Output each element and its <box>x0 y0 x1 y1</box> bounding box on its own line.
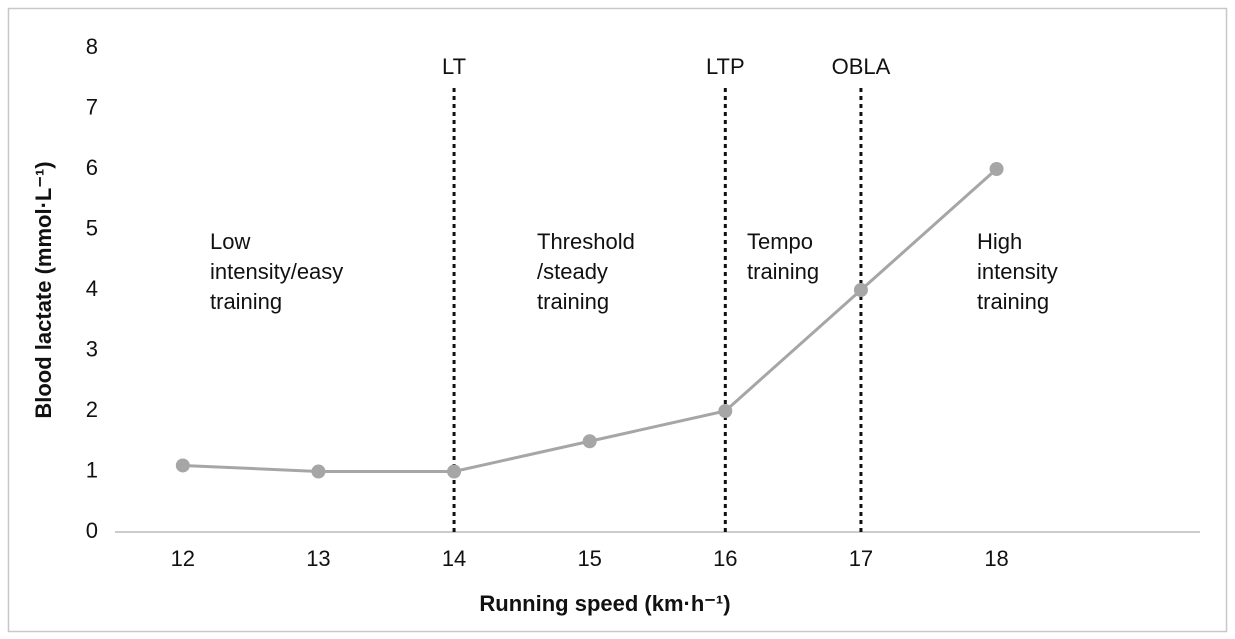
threshold-label: LT <box>442 54 466 79</box>
x-tick-label: 14 <box>442 546 466 571</box>
data-point <box>447 464 462 479</box>
zone-label: /steady <box>537 259 608 284</box>
data-point <box>853 283 868 297</box>
zone-label: training <box>977 289 1049 314</box>
zone-label: Tempo <box>747 229 813 254</box>
zone-label: Threshold <box>537 229 635 254</box>
data-point <box>175 458 190 473</box>
zone-label: intensity/easy <box>210 259 343 284</box>
y-axis-label: Blood lactate (mmol·L⁻¹) <box>31 161 56 418</box>
zone-label: training <box>537 289 609 314</box>
y-tick-label: 8 <box>86 34 98 59</box>
zone-label: training <box>747 259 819 284</box>
y-tick-label: 6 <box>86 155 98 180</box>
y-tick-label: 2 <box>86 397 98 422</box>
threshold-label: OBLA <box>832 54 891 79</box>
zone-label: training <box>210 289 282 314</box>
zone-label: High <box>977 229 1022 254</box>
data-line <box>182 167 998 473</box>
y-tick-label: 7 <box>86 94 98 119</box>
data-point <box>311 464 326 479</box>
y-tick-label: 3 <box>86 336 98 361</box>
data-point <box>989 162 1004 176</box>
data-point <box>582 434 597 449</box>
y-tick-label: 4 <box>86 276 98 301</box>
frame <box>7 7 1228 633</box>
x-tick-label: 18 <box>984 546 1008 571</box>
zone-label: Low <box>210 229 250 254</box>
y-tick-label: 1 <box>86 457 98 482</box>
threshold-label: LTP <box>706 54 745 79</box>
y-tick-label: 0 <box>86 518 98 543</box>
x-tick-label: 17 <box>849 546 873 571</box>
y-tick-label: 5 <box>86 215 98 240</box>
x-tick-label: 12 <box>171 546 195 571</box>
data-point <box>718 404 733 418</box>
x-tick-label: 13 <box>306 546 330 571</box>
zone-label: intensity <box>977 259 1058 284</box>
x-tick-label: 15 <box>577 546 601 571</box>
x-tick-label: 16 <box>713 546 737 571</box>
x-axis-label: Running speed (km·h⁻¹) <box>479 591 730 616</box>
